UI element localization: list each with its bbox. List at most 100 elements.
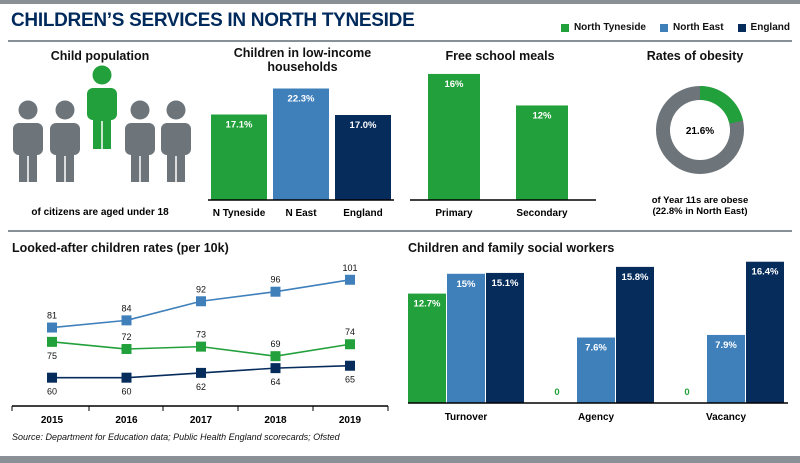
lac-point	[121, 344, 132, 355]
legend: North Tyneside North East England	[560, 22, 790, 33]
person-icon	[125, 100, 155, 182]
low_income-bar-label: 17.0%	[350, 120, 377, 131]
lac-x-tick-label: 2019	[339, 415, 362, 426]
lac-point-label: 64	[270, 377, 280, 387]
social-bar	[707, 334, 745, 403]
lac-point	[196, 296, 206, 307]
legend-label: North Tyneside	[573, 22, 646, 33]
lac-chart: 81 84 92 96 101 75 72 73 69 74 60 60 62 64 65 2015 2016 2…	[11, 263, 389, 426]
lac-point	[121, 315, 132, 326]
legend-swatch	[737, 23, 746, 32]
page-title: CHILDREN’S SERVICES IN NORTH TYNESIDE	[11, 10, 415, 31]
lac-point	[345, 360, 355, 371]
lac-x-tick-label: 2016	[115, 415, 138, 426]
obesity-donut-hole	[670, 100, 730, 160]
lac-point-label: 60	[121, 387, 131, 397]
fsm-category-label: Secondary	[516, 208, 568, 219]
social-category-label: Agency	[578, 412, 615, 423]
lac-point	[196, 367, 206, 378]
low_income-category-label: N East	[285, 208, 317, 219]
legend-swatch	[560, 23, 569, 32]
social-bar-label: 15%	[456, 279, 476, 290]
legend-label: North East	[672, 22, 724, 33]
person-icon	[50, 100, 80, 182]
obesity-center-label: 21.6%	[686, 126, 714, 137]
header-divider	[8, 40, 792, 42]
lac-point	[121, 372, 132, 383]
social-bar-label: 12.7%	[414, 299, 441, 310]
low_income-bar	[335, 115, 391, 200]
social-bar	[577, 337, 615, 403]
lac-point-label: 72	[121, 332, 131, 342]
low-income-title: Children in low-income households	[233, 46, 372, 74]
social-bar	[486, 272, 524, 403]
social-bar	[447, 273, 485, 403]
social-category-label: Vacancy	[706, 412, 746, 423]
lac-point	[270, 351, 281, 362]
row-divider	[8, 230, 792, 232]
social-bar-label: 7.9%	[715, 340, 737, 351]
lac-point	[47, 372, 57, 383]
obesity-title: Rates of obesity	[646, 49, 744, 63]
lac-point	[47, 336, 57, 347]
fsm-bar	[428, 73, 480, 200]
social-bar-label: 15.1%	[492, 278, 519, 289]
fsm-category-label: Primary	[435, 208, 473, 219]
lac-point-label: 73	[196, 330, 206, 340]
population-title: Child population	[50, 49, 150, 63]
legend-swatch	[659, 23, 668, 32]
lac-x-tick-label: 2015	[41, 415, 64, 426]
population-caption: of citizens are aged under 18	[31, 207, 169, 218]
lac-point-label: 74	[345, 327, 355, 337]
lac-title: Looked-after children rates (per 10k)	[12, 241, 229, 255]
lac-point-label: 69	[270, 339, 280, 349]
lac-point-label: 60	[47, 387, 57, 397]
lac-point	[270, 286, 281, 297]
population-pictogram: of citizens are aged under 18	[13, 65, 191, 218]
top-rule	[0, 0, 800, 4]
lac-point-label: 96	[270, 275, 280, 285]
social-bar	[746, 261, 784, 403]
fsm-chart: 16% Primary 12% Secondary	[410, 73, 596, 219]
social-bar	[616, 266, 654, 403]
fsm-bar-label: 12%	[532, 110, 552, 121]
legend-label: England	[750, 22, 790, 33]
fsm-title: Free school meals	[445, 49, 555, 63]
fsm-bar	[516, 105, 568, 200]
lac-point-label: 75	[47, 351, 57, 361]
low_income-category-label: N Tyneside	[213, 208, 266, 219]
low_income-bar-label: 22.3%	[288, 94, 315, 105]
fsm-bar-label: 16%	[444, 79, 464, 90]
social-bar-label: 0	[554, 387, 559, 398]
low-income-chart: 17.1% N Tyneside 22.3% N East 17.0% England	[208, 88, 394, 219]
legend-item: North East	[659, 22, 724, 33]
lac-x-tick-label: 2017	[190, 415, 213, 426]
legend-item: North Tyneside	[560, 22, 646, 33]
lac-point-label: 92	[196, 284, 206, 294]
lac-point	[196, 341, 206, 352]
lac-point-label: 84	[121, 303, 131, 313]
social-bar-label: 15.8%	[622, 272, 649, 283]
lac-point-label: 81	[47, 311, 57, 321]
person-icon	[161, 100, 191, 182]
lac-point	[345, 274, 355, 285]
low_income-category-label: England	[343, 208, 382, 219]
lac-x-tick-label: 2018	[264, 415, 287, 426]
bottom-rule	[0, 456, 800, 463]
social-bar-label: 16.4%	[752, 267, 779, 278]
obesity-chart: 21.6% of Year 11s are obese (22.8% in Nort…	[652, 86, 748, 217]
lac-point-label: 62	[196, 382, 206, 392]
low_income-bar	[273, 88, 329, 200]
legend-item: England	[737, 22, 790, 33]
low_income-bar	[211, 114, 267, 200]
social-title: Children and family social workers	[408, 241, 615, 255]
person-icon	[13, 100, 43, 182]
obesity-caption: of Year 11s are obese (22.8% in North Eas…	[652, 195, 748, 217]
social-bar-label: 7.6%	[585, 343, 607, 354]
social-bar	[408, 293, 446, 403]
lac-point	[47, 322, 57, 333]
person-icon-highlighted	[87, 65, 117, 149]
source-note: Source: Department for Education data; P…	[12, 432, 340, 442]
low_income-bar-label: 17.1%	[226, 120, 253, 131]
lac-point	[270, 363, 281, 374]
